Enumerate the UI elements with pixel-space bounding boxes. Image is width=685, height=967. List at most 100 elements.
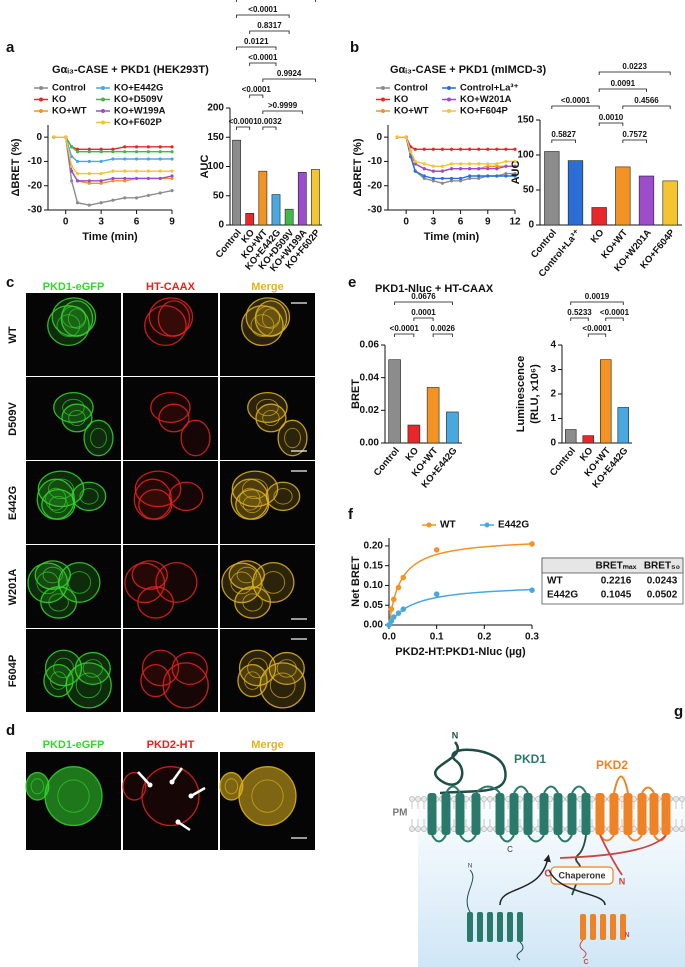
pkd2-helix-small [590,914,596,940]
series-point [170,169,174,173]
series-point [422,167,426,171]
pkd2-helix [649,793,659,835]
x-tick-label: KO [589,227,607,245]
legend-label: Control+La³⁺ [460,83,519,94]
lipid-head [409,826,415,832]
data-point [529,541,535,547]
series-point [458,179,463,183]
series-point [449,179,454,183]
series-point [504,174,508,178]
cell [71,481,107,512]
y-tick-label: 4 [550,340,556,351]
data-point [388,606,395,612]
x-tick-label: Control [372,445,402,478]
pkd1-loop [499,834,515,843]
pkd2-helix-small [600,914,606,940]
legend-marker [381,97,385,102]
y-axis-label: (RLU, x10⁶) [529,364,541,424]
series-point [431,169,435,173]
bar [600,359,612,444]
y-axis-label: Luminescence [515,356,527,432]
trafficking-arrow-2 [548,869,606,906]
series-point [458,147,463,151]
y-tick-label: 0.00 [360,438,380,449]
y-tick-label: 0.04 [360,372,380,383]
p-value: 0.0223 [622,62,647,71]
p-value: 0.0032 [257,117,282,126]
series-point [486,167,490,171]
diagram-label: C [583,959,588,966]
series-point [123,169,127,173]
lipid-head [487,826,493,832]
series-point [458,162,463,166]
p-value: 0.0010 [599,113,624,122]
micrograph [220,377,315,460]
series-point [468,174,472,178]
pkd1-helix-small [507,912,513,942]
significance-bracket [236,14,290,18]
series-point [70,179,74,183]
nucleus [269,672,296,699]
legend-marker [484,522,490,528]
y-tick-label: 0.00 [364,620,384,631]
series-point [99,159,103,164]
bar [544,151,560,226]
nucleus [251,779,284,813]
series-point [495,174,499,178]
nucleus [48,495,68,514]
legend-label: KO+W199A [114,106,166,117]
p-value: >0.9999 [268,101,298,110]
y-axis-label: AUC [510,161,522,185]
legend-label: KO+E442G [114,83,163,94]
significance-bracket [432,333,453,337]
series-point [513,159,517,164]
lipid-head [409,796,415,802]
y-axis-label: BRET [350,379,362,409]
cell [150,392,191,424]
panel-letter: d [6,722,15,739]
x-tick-label: 0.0 [382,632,396,643]
series-point [111,157,115,161]
x-tick-label: 9 [485,217,491,228]
y-axis-label: ΔBRET (%) [352,138,364,196]
table-header: BRET₅₀ [644,561,680,572]
nucleus [82,659,103,678]
y-tick-label: -10 [368,156,383,167]
x-tick-label: 0.1 [430,632,444,643]
lipid-head [481,826,487,832]
series-point [158,145,162,149]
pkd1-loop [431,834,447,843]
pkd2-loop [627,834,643,842]
series-point [440,147,445,151]
pkd1-helix [509,793,519,835]
y-tick-label: 0 [376,132,382,143]
series-point [134,157,139,161]
row-label: WT [7,326,19,343]
row-label: F604P [7,655,19,687]
p-value: <0.0001 [390,324,420,333]
trafficking-arrow [499,854,551,906]
series-point [513,171,517,176]
series-point [158,169,162,173]
series-point [158,191,162,195]
y-tick-label: 0.20 [364,541,384,552]
diagram-label: N [452,730,459,740]
y-tick-label: 0 [218,220,224,231]
p-value: 0.5233 [567,308,592,317]
cell [47,305,90,347]
series-point [146,150,150,154]
p-value: <0.0001 [561,96,591,105]
significance-bracket [262,110,303,114]
nucleus [36,571,60,595]
pkd2-nterm [599,834,623,876]
legend-label: KO+F602P [114,117,162,128]
nucleus [57,779,90,813]
series-point [468,176,472,181]
series-point [440,181,445,185]
p-value: 0.0019 [585,292,610,301]
y-tick-label: -10 [28,156,43,167]
nucleus [42,566,63,584]
nucleus [242,495,262,514]
legend-marker [101,120,105,125]
micrograph [123,377,218,460]
